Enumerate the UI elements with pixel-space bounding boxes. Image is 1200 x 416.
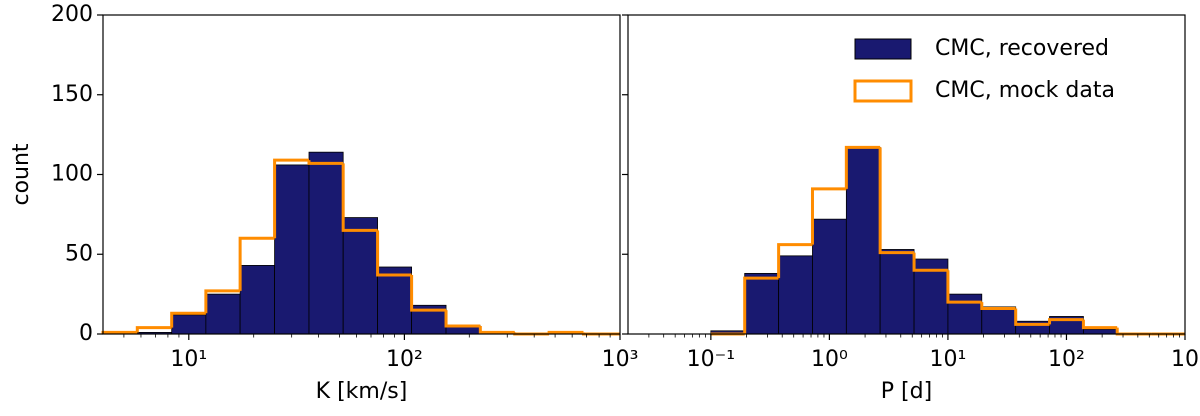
hist-bar <box>879 249 915 335</box>
hist-bar <box>845 146 881 335</box>
legend-swatch <box>853 79 913 103</box>
hist-step <box>204 289 241 314</box>
hist-step <box>1115 327 1152 336</box>
hist-bar <box>947 293 983 335</box>
hist-bar <box>239 265 275 335</box>
hist-step <box>946 270 982 304</box>
hist-step <box>478 326 515 334</box>
x-tick-label: 10⁻¹ <box>687 347 735 372</box>
hist-step <box>376 230 412 277</box>
hist-bar <box>308 151 344 335</box>
hist-step <box>1048 318 1084 325</box>
hist-step <box>844 145 881 189</box>
hist-bar <box>1083 328 1118 335</box>
hist-step <box>273 158 309 239</box>
legend-swatch <box>854 38 912 60</box>
hist-step <box>743 276 779 334</box>
hist-bar <box>205 293 241 335</box>
hist-step <box>307 160 344 165</box>
hist-step <box>878 147 915 255</box>
hist-bar <box>778 255 813 335</box>
x-axis-label: P [d] <box>881 379 932 404</box>
hist-step <box>777 243 813 279</box>
y-tick-label: 100 <box>51 162 93 187</box>
x-tick-label: 10 <box>1171 347 1199 372</box>
legend-label: CMC, recovered <box>935 36 1109 61</box>
hist-bar <box>377 266 413 335</box>
hist-bar <box>981 306 1017 335</box>
x-tick-label: 10¹ <box>930 347 967 372</box>
x-axis-label: K [km/s] <box>316 379 408 404</box>
hist-bar <box>812 218 847 335</box>
y-tick-label: 50 <box>65 241 93 266</box>
x-tick-label: 10² <box>1048 347 1085 372</box>
y-tick-label: 150 <box>51 82 93 107</box>
x-tick-label: 10³ <box>602 347 639 372</box>
hist-bar <box>342 217 378 335</box>
hist-bar <box>274 164 310 335</box>
hist-step <box>135 326 172 333</box>
hist-step <box>980 302 1016 310</box>
hist-step <box>410 274 447 312</box>
hist-step <box>238 236 275 291</box>
x-tick-label: 10¹ <box>170 347 207 372</box>
x-tick-label: 10⁰ <box>811 347 848 372</box>
hist-step <box>810 187 847 245</box>
legend-label: CMC, mock data <box>935 78 1115 103</box>
hist-step <box>170 311 206 328</box>
y-axis-label: count <box>9 143 34 205</box>
hist-step <box>1014 308 1050 326</box>
hist-step <box>912 252 948 272</box>
hist-step <box>1081 319 1118 330</box>
y-tick-label: 200 <box>51 2 93 27</box>
hist-bar <box>744 272 780 335</box>
x-tick-label: 10² <box>386 347 423 372</box>
y-tick-label: 0 <box>79 321 93 346</box>
hist-step <box>444 310 481 328</box>
hist-step <box>341 163 378 232</box>
hist-bar <box>171 314 207 335</box>
